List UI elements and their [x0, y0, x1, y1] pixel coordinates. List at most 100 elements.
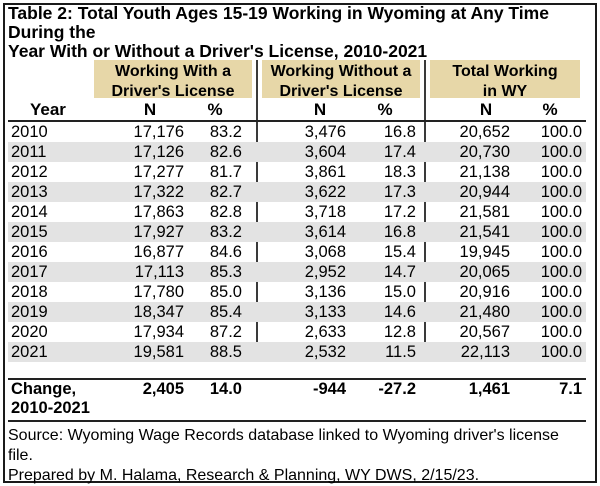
total-percent-cell: 100.0: [540, 323, 582, 341]
without-license-percent-cell: 17.3: [383, 183, 416, 201]
year-cell: 2016: [11, 243, 48, 261]
header-rule: [8, 120, 586, 122]
subheader-n: N: [143, 100, 157, 119]
with-license-percent-cell: 85.0: [209, 283, 242, 301]
with-license-percent-cell: 83.2: [209, 123, 242, 141]
change-with-license-n: 2,405: [142, 380, 184, 398]
group-header-line-2: in WY: [482, 83, 528, 100]
year-cell: 2013: [11, 183, 48, 201]
total-n-cell: 21,480: [459, 303, 510, 321]
subheader-percent: %: [542, 100, 558, 119]
without-license-n-cell: 3,614: [304, 223, 346, 241]
without-license-percent-cell: 11.5: [385, 343, 416, 361]
footer-rule: [8, 420, 586, 422]
table-row: 2012 17,277 81.7 3,861 18.3 21,138 100.0: [8, 162, 586, 182]
change-total-n: 1,461: [468, 380, 510, 398]
with-license-percent-cell: 84.6: [209, 243, 242, 261]
source-note: Source: Wyoming Wage Records database li…: [8, 426, 586, 486]
without-license-n-cell: 2,952: [304, 263, 346, 281]
table-row: 2011 17,126 82.6 3,604 17.4 20,730 100.0: [8, 142, 586, 162]
total-percent-cell: 100.0: [540, 283, 582, 301]
group-header-with-license: Working With a Driver's License: [94, 60, 252, 100]
group-header-line-1: Total Working: [452, 63, 558, 80]
with-license-n-cell: 17,934: [133, 323, 184, 341]
year-cell: 2012: [11, 163, 48, 181]
year-cell: 2014: [11, 203, 48, 221]
total-percent-cell: 100.0: [540, 223, 582, 241]
subheader-n: N: [479, 100, 493, 119]
table-row: 2019 18,347 85.4 3,133 14.6 21,480 100.0: [8, 302, 586, 322]
with-license-n-cell: 17,126: [133, 143, 184, 161]
title-line-2: Year With or Without a Driver's License,…: [8, 41, 428, 61]
without-license-percent-cell: 17.2: [383, 203, 416, 221]
year-cell: 2011: [11, 143, 47, 161]
table-row: 2015 17,927 83.2 3,614 16.8 21,541 100.0: [8, 222, 586, 242]
change-label: Change, 2010-2021: [11, 380, 90, 418]
without-license-n-cell: 3,068: [304, 243, 346, 261]
year-cell: 2021: [11, 343, 48, 361]
table-row: 2013 17,322 82.7 3,622 17.3 20,944 100.0: [8, 182, 586, 202]
without-license-percent-cell: 14.7: [383, 263, 416, 281]
table-row: 2020 17,934 87.2 2,633 12.8 20,567 100.0: [8, 322, 586, 342]
total-percent-cell: 100.0: [540, 343, 582, 361]
without-license-percent-cell: 18.3: [383, 163, 416, 181]
change-without-license-percent: -27.2: [378, 380, 416, 398]
group-header-line-1: Working With a: [115, 63, 231, 80]
total-n-cell: 20,944: [459, 183, 510, 201]
with-license-n-cell: 19,581: [133, 343, 184, 361]
total-n-cell: 20,652: [459, 123, 510, 141]
year-cell: 2019: [11, 303, 48, 321]
without-license-n-cell: 3,604: [304, 143, 346, 161]
total-n-cell: 21,581: [459, 203, 510, 221]
total-n-cell: 22,113: [460, 343, 510, 361]
group-header-line-2: Driver's License: [111, 83, 235, 100]
without-license-n-cell: 3,861: [304, 163, 346, 181]
title-line-1: Table 2: Total Youth Ages 15-19 Working …: [8, 3, 549, 42]
total-n-cell: 20,730: [459, 143, 510, 161]
total-n-cell: 20,916: [459, 283, 510, 301]
column-divider: [256, 60, 258, 362]
year-cell: 2018: [11, 283, 48, 301]
table-body: 2010 17,176 83.2 3,476 16.8 20,652 100.0…: [8, 122, 586, 362]
without-license-percent-cell: 16.8: [383, 223, 416, 241]
with-license-percent-cell: 88.5: [209, 343, 242, 361]
without-license-percent-cell: 12.8: [383, 323, 416, 341]
with-license-percent-cell: 87.2: [209, 323, 242, 341]
year-cell: 2020: [11, 323, 48, 341]
year-column-header: Year: [30, 100, 66, 119]
total-percent-cell: 100.0: [540, 143, 582, 161]
table-row: 2021 19,581 88.5 2,532 11.5 22,113 100.0: [8, 342, 586, 362]
year-cell: 2010: [11, 123, 48, 141]
table-row: 2018 17,780 85.0 3,136 15.0 20,916 100.0: [8, 282, 586, 302]
total-n-cell: 21,138: [459, 163, 510, 181]
without-license-n-cell: 3,718: [304, 203, 346, 221]
with-license-n-cell: 17,780: [133, 283, 184, 301]
change-without-license-n: -944: [312, 380, 346, 398]
change-row: Change, 2010-2021 2,405 14.0 -944 -27.2 …: [8, 380, 586, 420]
with-license-n-cell: 17,113: [134, 263, 184, 281]
total-n-cell: 19,945: [459, 243, 510, 261]
total-percent-cell: 100.0: [540, 243, 582, 261]
with-license-percent-cell: 82.6: [209, 143, 242, 161]
with-license-n-cell: 17,322: [133, 183, 184, 201]
with-license-percent-cell: 82.8: [209, 203, 242, 221]
year-cell: 2017: [11, 263, 48, 281]
change-row-rule: [8, 378, 586, 380]
column-divider: [424, 60, 426, 362]
with-license-n-cell: 17,927: [133, 223, 184, 241]
with-license-n-cell: 17,176: [133, 123, 184, 141]
without-license-percent-cell: 17.4: [383, 143, 416, 161]
with-license-percent-cell: 85.3: [209, 263, 242, 281]
total-percent-cell: 100.0: [540, 203, 582, 221]
with-license-n-cell: 17,277: [133, 163, 184, 181]
source-line-2: Prepared by M. Halama, Research & Planni…: [8, 467, 480, 484]
without-license-n-cell: 3,622: [304, 183, 346, 201]
subheader-percent: %: [207, 100, 223, 119]
with-license-n-cell: 17,863: [133, 203, 184, 221]
source-line-1: Source: Wyoming Wage Records database li…: [8, 427, 559, 464]
total-percent-cell: 100.0: [540, 263, 582, 281]
total-percent-cell: 100.0: [540, 163, 582, 181]
table-row: 2016 16,877 84.6 3,068 15.4 19,945 100.0: [8, 242, 586, 262]
without-license-n-cell: 3,476: [304, 123, 346, 141]
change-total-percent: 7.1: [559, 380, 582, 398]
